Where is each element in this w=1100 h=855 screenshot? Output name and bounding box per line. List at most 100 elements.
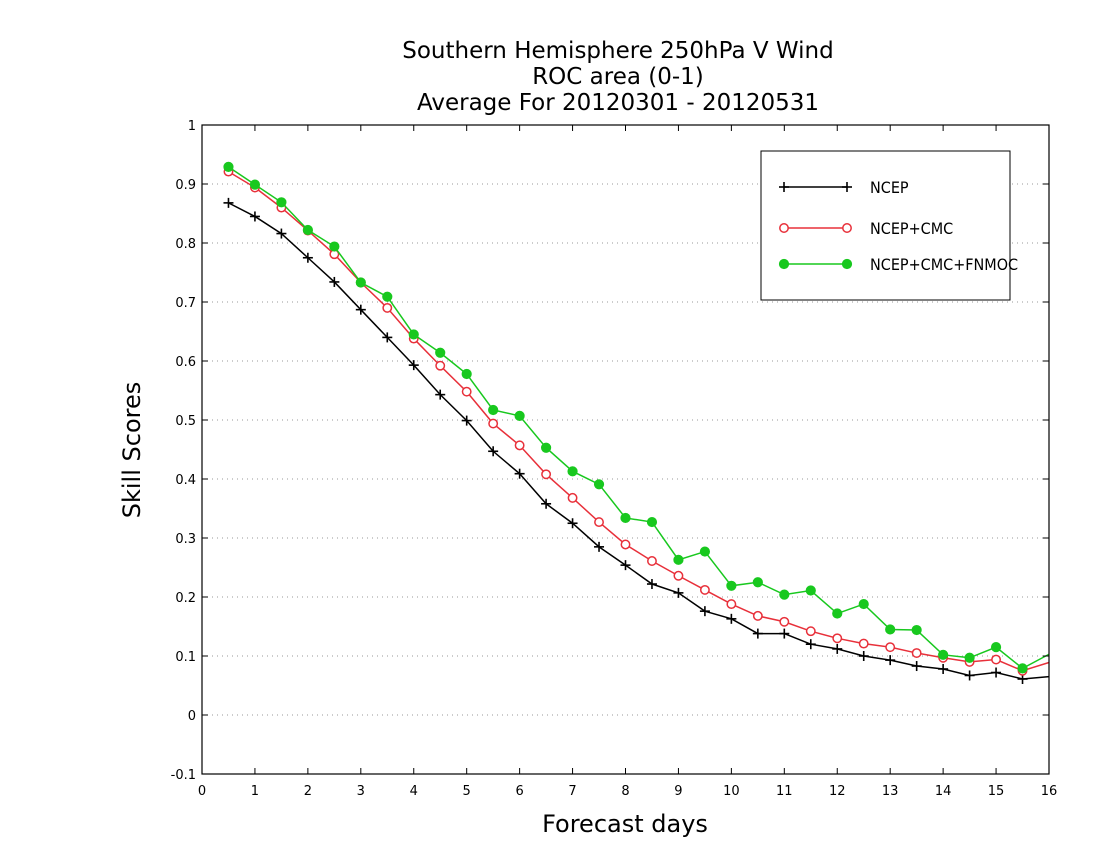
- series-0-point: [329, 276, 340, 287]
- series-2-point: [964, 652, 975, 663]
- series-1-point: [382, 302, 393, 313]
- series-2-point: [673, 554, 684, 565]
- series-0-point: [885, 655, 896, 666]
- series-2-point: [938, 649, 949, 660]
- series-1-point: [726, 599, 737, 610]
- legend-label-0: NCEP: [870, 178, 909, 197]
- series-1-point: [514, 440, 525, 451]
- series-1-point: [699, 584, 710, 595]
- y-tick-label: 0.5: [175, 414, 196, 429]
- series-0-point: [699, 606, 710, 617]
- x-tick-label: 13: [882, 784, 899, 799]
- series-2-point: [885, 624, 896, 635]
- series-2-point: [567, 466, 578, 477]
- series-1-point: [885, 642, 896, 653]
- series-1-point: [858, 638, 869, 649]
- series-1-point: [805, 626, 816, 637]
- series-1-point: [647, 556, 657, 566]
- legend-box: [760, 150, 1011, 301]
- series-1-point: [673, 570, 684, 581]
- series-1-point: [567, 492, 578, 503]
- series-0-point: [673, 587, 684, 598]
- series-1-point: [488, 418, 499, 429]
- series-1-point: [461, 386, 472, 397]
- x-tick-label: 16: [1041, 784, 1058, 799]
- series-line-0: [228, 202, 1050, 680]
- series-2-point: [832, 608, 843, 619]
- x-tick-label: 3: [357, 784, 365, 799]
- series-0-point: [488, 446, 499, 457]
- chart-title-line-2: ROC area (0-1): [532, 64, 704, 90]
- series-2-point: [355, 277, 366, 288]
- x-tick-label: 10: [723, 784, 740, 799]
- y-tick-label: 0.9: [175, 178, 196, 193]
- series-0-point: [779, 628, 790, 639]
- series-1-point: [594, 517, 604, 528]
- series-0-point: [276, 228, 287, 239]
- series-1-point: [832, 633, 843, 644]
- legend-label-2: NCEP+CMC+FNMOC: [870, 255, 1018, 274]
- series-0-point: [726, 613, 737, 624]
- series-2-point: [249, 179, 261, 190]
- legend-marker-2-end: [841, 258, 853, 270]
- series-0-point: [461, 415, 472, 426]
- series-2-point: [435, 347, 446, 358]
- x-tick-label: 9: [674, 784, 682, 799]
- y-tick-label: 0.3: [175, 532, 196, 547]
- series-0-point: [646, 579, 657, 590]
- series-0-point: [620, 560, 631, 571]
- legend-marker-2: [778, 258, 790, 270]
- x-tick-label: 8: [621, 784, 629, 799]
- chart-title-line-3: Average For 20120301 - 20120531: [417, 90, 819, 116]
- series-0-point: [938, 663, 949, 674]
- y-axis-title: Skill Scores: [118, 382, 146, 519]
- series-2-point: [699, 546, 711, 557]
- legend-marker-0-end: [842, 182, 852, 192]
- series-2-point: [779, 589, 790, 600]
- series-2-point: [805, 585, 816, 596]
- series-0-point: [805, 639, 816, 650]
- series-2-point: [223, 161, 234, 172]
- x-tick-label: 6: [515, 784, 523, 799]
- y-tick-label: 0.6: [175, 355, 196, 370]
- y-tick-label: 1: [188, 119, 196, 134]
- x-tick-label: 11: [776, 784, 793, 799]
- series-2-point: [461, 368, 472, 380]
- series-0-point: [991, 667, 1002, 678]
- axis-ticks: -0.100.10.20.30.40.50.60.70.80.910 1 2 3 4 5 6…: [171, 119, 1058, 799]
- y-tick-label: 0.7: [175, 296, 196, 311]
- y-tick-label: 0.8: [175, 237, 196, 252]
- x-tick-label: 12: [829, 784, 846, 799]
- x-tick-label: 0: [198, 784, 206, 799]
- series-2-point: [488, 404, 499, 416]
- y-tick-label: -0.1: [171, 768, 196, 783]
- legend: NCEP NCEP+CMC NCEP+CMC+FNMOC: [760, 150, 1018, 301]
- x-tick-label: 15: [988, 784, 1005, 799]
- series-2-point: [276, 197, 287, 208]
- series-2-point: [726, 580, 737, 591]
- legend-marker-1-end: [842, 223, 852, 233]
- series-0-point: [382, 332, 393, 343]
- series-0-point: [858, 651, 869, 661]
- series-0-point: [594, 541, 605, 552]
- series-2-point: [752, 577, 763, 588]
- y-tick-label: 0: [188, 709, 196, 724]
- series-0-point: [832, 643, 843, 654]
- series-1-point: [620, 539, 631, 550]
- series-2-point: [911, 624, 922, 636]
- legend-marker-0: [779, 182, 789, 192]
- x-axis-title: Forecast days: [542, 810, 708, 838]
- series-0-point: [752, 628, 763, 639]
- series-2-point: [990, 642, 1002, 653]
- series-2-point: [329, 241, 340, 252]
- series-1-point: [435, 360, 446, 371]
- y-tick-label: 0.1: [175, 650, 196, 665]
- series-2-point: [382, 291, 393, 302]
- y-tick-label: 0.4: [175, 473, 196, 488]
- series-0-point: [435, 389, 446, 400]
- series-1-point: [752, 610, 763, 621]
- chart-title-line-1: Southern Hemisphere 250hPa V Wind: [402, 38, 833, 64]
- series-2-point: [1017, 663, 1028, 674]
- plot-series: [223, 161, 1050, 685]
- series-0-point: [567, 518, 578, 529]
